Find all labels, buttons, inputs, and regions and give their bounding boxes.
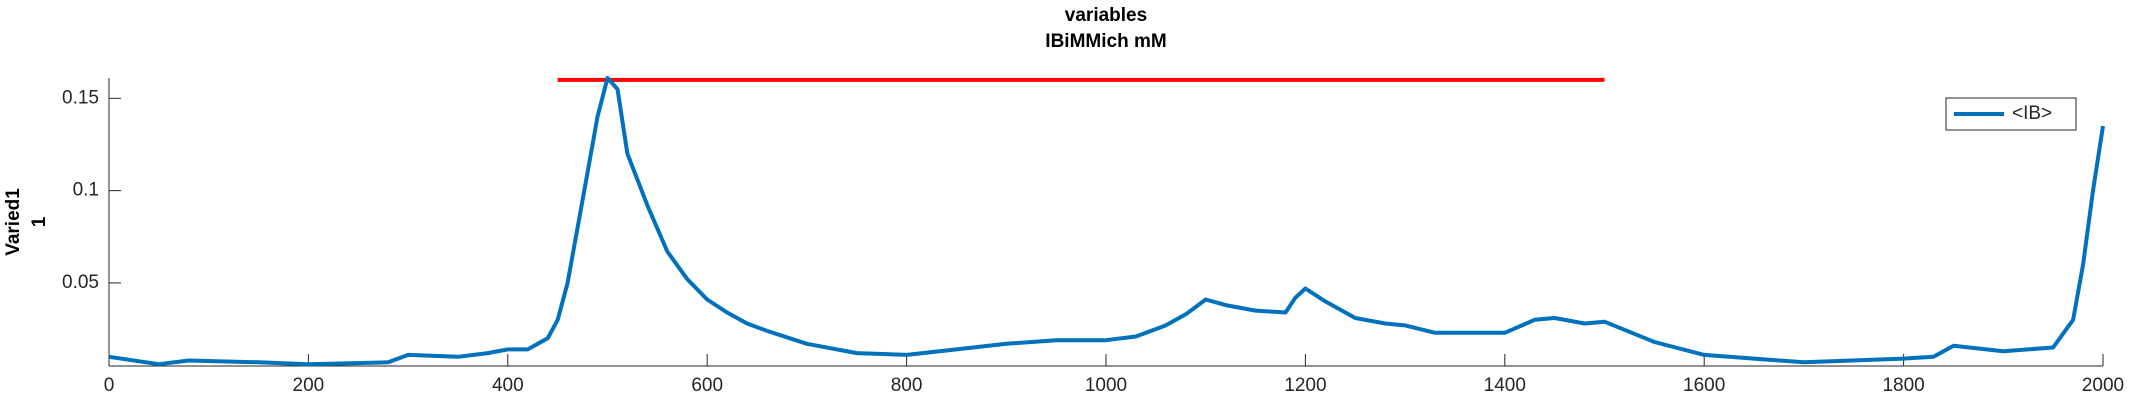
y-axis-label: 1 [29, 216, 50, 227]
x-tick-label: 2000 [2082, 375, 2124, 396]
legend-label: <IB> [2012, 103, 2052, 124]
chart-title: variables [1065, 5, 1147, 26]
x-tick-label: 400 [492, 375, 524, 396]
y-tick-label: 0.1 [73, 180, 99, 201]
x-tick-label: 200 [293, 375, 325, 396]
chart-subtitle: IBiMMich mM [1045, 31, 1166, 52]
y-tick-label: 0.05 [62, 272, 99, 293]
x-tick-label: 800 [891, 375, 923, 396]
x-tick-label: 600 [691, 375, 723, 396]
x-tick-label: 0 [104, 375, 115, 396]
y-axis-label: Varied1 [3, 188, 24, 256]
y-tick-label: 0.15 [62, 87, 99, 108]
x-tick-label: 1600 [1683, 375, 1725, 396]
x-tick-label: 1200 [1284, 375, 1326, 396]
x-tick-label: 1800 [1882, 375, 1924, 396]
x-tick-label: 1000 [1085, 375, 1127, 396]
x-tick-label: 1400 [1484, 375, 1526, 396]
data-line [108, 76, 2105, 367]
